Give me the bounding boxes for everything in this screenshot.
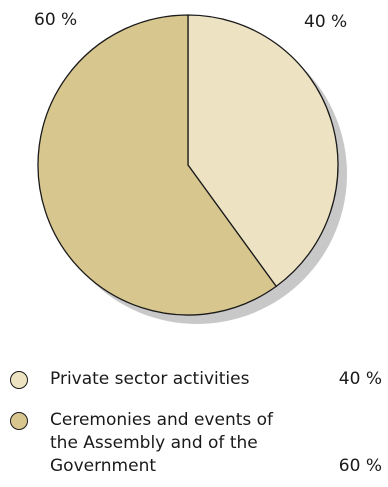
pie-slices [37, 14, 339, 316]
legend-label-line: Government [50, 456, 157, 476]
slice-label-ceremonies: 60 % [34, 10, 78, 30]
slice-label-private-sector: 40 % [304, 12, 348, 32]
legend-swatch-ceremonies [10, 412, 28, 430]
legend-value-private-sector: 40 % [338, 369, 382, 389]
pie-slice-ceremonies [37, 14, 277, 316]
pie-slice-private-sector [187, 14, 339, 288]
pie-chart [37, 14, 347, 324]
legend-label-ceremonies: Ceremonies and events of the Assembly an… [50, 409, 310, 478]
legend-value-ceremonies: 60 % [338, 456, 382, 476]
legend-label-line: Ceremonies and events of [50, 410, 274, 430]
legend-label-private-sector: Private sector activities [50, 369, 250, 389]
legend-swatch-private-sector [10, 371, 28, 389]
legend-label-line: the Assembly and of the [50, 433, 258, 453]
